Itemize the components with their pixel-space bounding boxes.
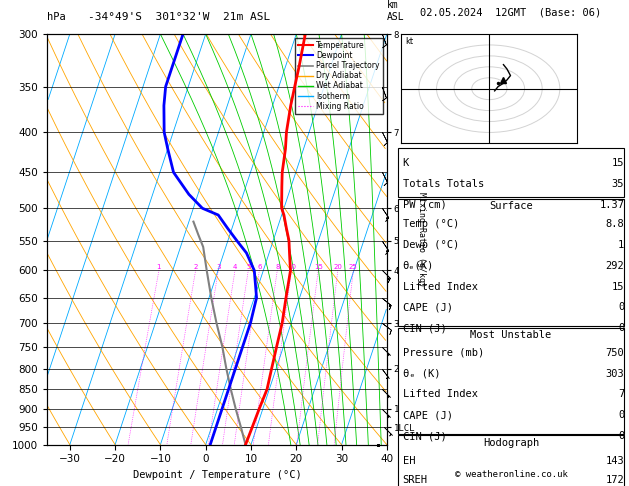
Bar <box>398 435 625 486</box>
Bar <box>398 148 625 197</box>
Text: 303: 303 <box>606 368 625 379</box>
Text: 143: 143 <box>606 456 625 466</box>
Y-axis label: Mixing Ratio (g/kg): Mixing Ratio (g/kg) <box>418 192 426 287</box>
Text: Most Unstable: Most Unstable <box>470 330 552 340</box>
Text: 6: 6 <box>257 264 262 270</box>
Text: 0: 0 <box>618 302 625 312</box>
Text: 1.37: 1.37 <box>599 200 625 209</box>
Text: Temp (°C): Temp (°C) <box>403 219 459 229</box>
Text: 35: 35 <box>612 179 625 189</box>
Text: K: K <box>403 158 409 168</box>
Text: Hodograph: Hodograph <box>483 438 539 448</box>
Text: 10: 10 <box>287 264 296 270</box>
Text: 02.05.2024  12GMT  (Base: 06): 02.05.2024 12GMT (Base: 06) <box>420 7 602 17</box>
Text: 0: 0 <box>618 431 625 441</box>
X-axis label: Dewpoint / Temperature (°C): Dewpoint / Temperature (°C) <box>133 470 301 480</box>
Text: CAPE (J): CAPE (J) <box>403 410 452 420</box>
Text: 172: 172 <box>606 475 625 485</box>
Text: 1: 1 <box>157 264 161 270</box>
Text: Lifted Index: Lifted Index <box>403 281 477 292</box>
Text: SREH: SREH <box>403 475 428 485</box>
Text: Lifted Index: Lifted Index <box>403 389 477 399</box>
Text: Dewp (°C): Dewp (°C) <box>403 240 459 250</box>
Text: Surface: Surface <box>489 201 533 211</box>
Text: Totals Totals: Totals Totals <box>403 179 484 189</box>
Text: hPa: hPa <box>47 12 66 22</box>
Text: 15: 15 <box>314 264 323 270</box>
Text: Pressure (mb): Pressure (mb) <box>403 347 484 358</box>
Text: θₑ(K): θₑ(K) <box>403 260 434 271</box>
Text: 20: 20 <box>333 264 342 270</box>
Text: km
ASL: km ASL <box>387 0 404 22</box>
Text: 4: 4 <box>233 264 237 270</box>
Text: 15: 15 <box>612 281 625 292</box>
Text: EH: EH <box>403 456 415 466</box>
Text: © weatheronline.co.uk: © weatheronline.co.uk <box>455 469 567 479</box>
Text: 5: 5 <box>246 264 250 270</box>
Text: CIN (J): CIN (J) <box>403 323 447 333</box>
Text: 292: 292 <box>606 260 625 271</box>
Text: 8: 8 <box>275 264 279 270</box>
Legend: Temperature, Dewpoint, Parcel Trajectory, Dry Adiabat, Wet Adiabat, Isotherm, Mi: Temperature, Dewpoint, Parcel Trajectory… <box>295 38 383 114</box>
Text: kt: kt <box>405 37 413 46</box>
Text: -34°49'S  301°32'W  21m ASL: -34°49'S 301°32'W 21m ASL <box>88 12 270 22</box>
Text: 2: 2 <box>193 264 198 270</box>
Text: 0: 0 <box>618 323 625 333</box>
Text: 25: 25 <box>349 264 358 270</box>
Text: PW (cm): PW (cm) <box>403 200 447 209</box>
Text: CAPE (J): CAPE (J) <box>403 302 452 312</box>
Bar <box>398 199 625 326</box>
Bar <box>398 328 625 434</box>
Text: 15: 15 <box>612 158 625 168</box>
Text: 750: 750 <box>606 347 625 358</box>
Text: 1: 1 <box>618 240 625 250</box>
Text: 7: 7 <box>618 389 625 399</box>
Text: CIN (J): CIN (J) <box>403 431 447 441</box>
Text: 3: 3 <box>216 264 221 270</box>
Text: 0: 0 <box>618 410 625 420</box>
Text: θₑ (K): θₑ (K) <box>403 368 440 379</box>
Text: 8.8: 8.8 <box>606 219 625 229</box>
